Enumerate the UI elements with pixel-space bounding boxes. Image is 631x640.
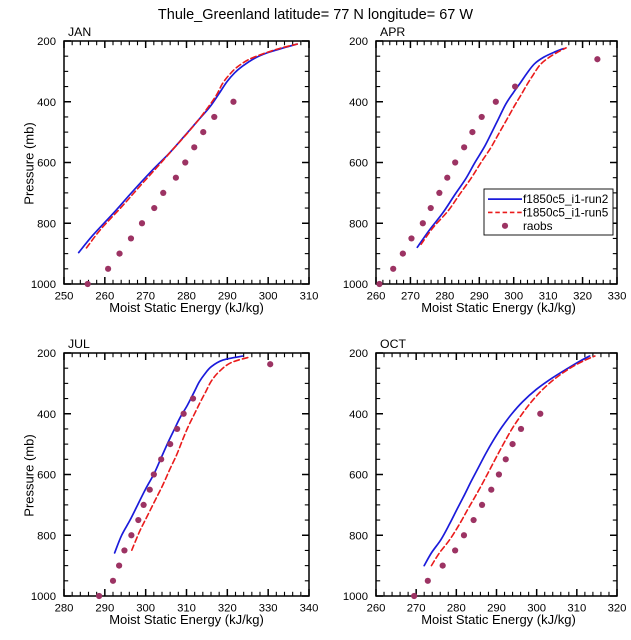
svg-text:OCT: OCT bbox=[380, 337, 406, 351]
svg-text:400: 400 bbox=[349, 409, 368, 421]
svg-text:200: 200 bbox=[349, 348, 368, 360]
svg-text:600: 600 bbox=[349, 470, 368, 482]
svg-text:1000: 1000 bbox=[343, 591, 368, 603]
svg-text:800: 800 bbox=[349, 530, 368, 542]
